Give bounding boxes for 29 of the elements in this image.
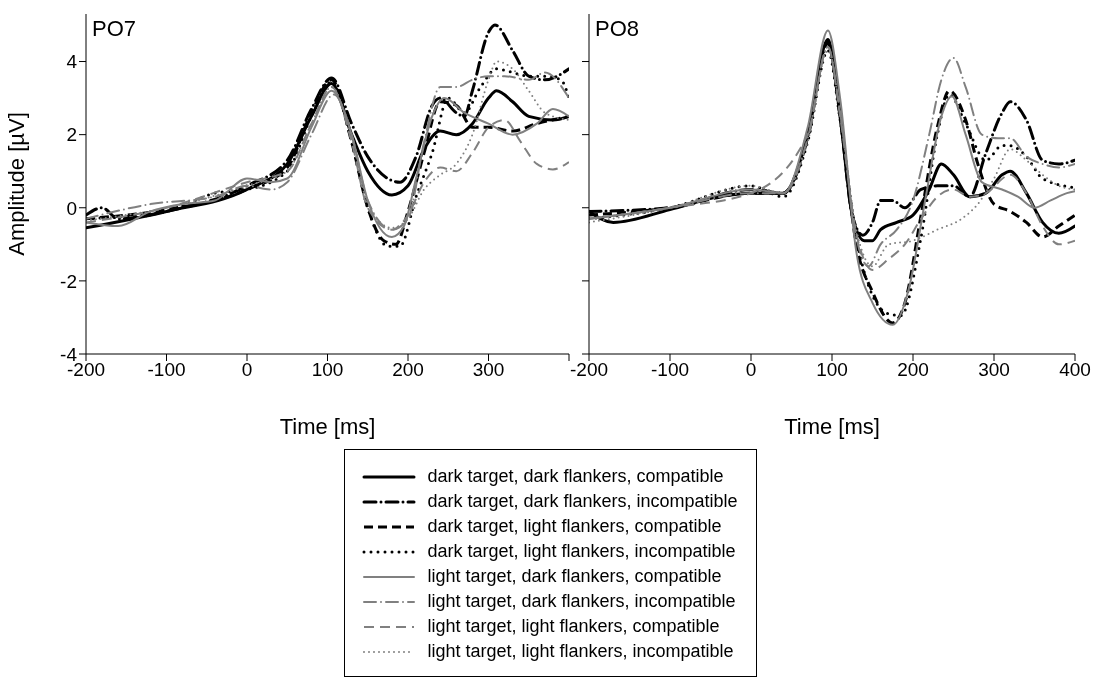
x-tick-label: 200 [897, 359, 929, 381]
legend-label: dark target, dark flankers, compatible [427, 465, 724, 488]
y-tick-label: 2 [66, 124, 77, 146]
x-tick-label: -100 [650, 359, 690, 381]
legend-label: dark target, light flankers, compatible [427, 515, 722, 538]
legend-label: light target, dark flankers, incompatible [427, 590, 736, 613]
chart-title: PO7 [92, 16, 137, 42]
y-tick-label: 0 [66, 197, 77, 219]
x-tick-label: 100 [816, 359, 848, 381]
x-tick-label: 400 [1059, 359, 1091, 381]
chart-title: PO8 [595, 16, 640, 42]
legend-label: light target, light flankers, compatible [427, 615, 720, 638]
legend-label: light target, light flankers, incompatible [427, 640, 734, 663]
x-tick-label: 300 [978, 359, 1010, 381]
x-tick-label: 200 [392, 359, 424, 381]
x-tick-label: 0 [745, 359, 757, 381]
x-tick-label: -100 [147, 359, 186, 381]
x-tick-label: 0 [241, 359, 253, 381]
x-axis-title: Time [ms] [279, 414, 376, 439]
x-axis-title: Time [ms] [784, 414, 880, 439]
legend-label: dark target, dark flankers, incompatible [427, 490, 738, 513]
legend-label: light target, dark flankers, compatible [427, 565, 722, 588]
y-axis-title: Amplitude [µV] [3, 112, 29, 256]
y-tick-label: -2 [60, 270, 77, 292]
x-tick-label: 100 [311, 359, 344, 381]
legend-label: dark target, light flankers, incompatible [427, 540, 736, 563]
y-tick-label: 4 [66, 51, 78, 73]
x-tick-label: -200 [569, 359, 609, 381]
x-tick-label: 300 [472, 359, 505, 381]
